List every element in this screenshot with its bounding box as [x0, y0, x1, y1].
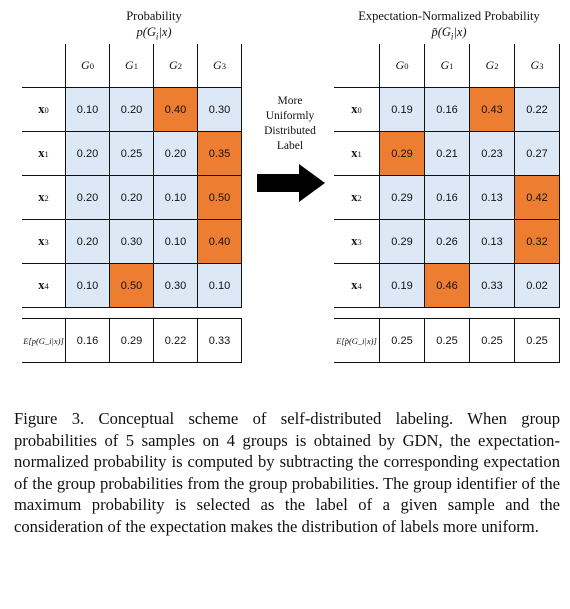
- max-prob-cell: 0.50: [198, 176, 242, 220]
- expectation-top-border: [334, 318, 560, 319]
- expectation-cell: 0.25: [515, 319, 560, 363]
- expectation-cell: 0.25: [425, 319, 470, 363]
- max-prob-cell: 0.50: [110, 264, 154, 308]
- arrow-label-line: Distributed: [264, 125, 316, 137]
- expectation-top-border: [22, 318, 242, 319]
- prob-cell: 0.16: [425, 176, 470, 220]
- prob-cell: 0.20: [110, 88, 154, 132]
- prob-cell: 0.10: [198, 264, 242, 308]
- max-prob-cell: 0.42: [515, 176, 560, 220]
- prob-cell: 0.29: [380, 220, 425, 264]
- prob-cell: 0.10: [66, 264, 110, 308]
- expectation-cell: 0.29: [110, 319, 154, 363]
- prob-cell: 0.13: [470, 220, 515, 264]
- max-prob-cell: 0.29: [380, 132, 425, 176]
- arrow-label-line: Label: [276, 140, 304, 152]
- prob-cell: 0.10: [154, 220, 198, 264]
- expectation-cell: 0.25: [470, 319, 515, 363]
- prob-cell: 0.20: [66, 220, 110, 264]
- left-title-text: Probability: [126, 9, 182, 23]
- left-subtitle: p(Gi|x): [136, 25, 172, 42]
- max-prob-cell: 0.46: [425, 264, 470, 308]
- prob-cell: 0.16: [425, 88, 470, 132]
- expectation-cell: 0.33: [198, 319, 242, 363]
- arrow-label: More Uniformly Distributed Label: [258, 94, 322, 154]
- expectation-cell: 0.16: [66, 319, 110, 363]
- arrow-label-line: Uniformly: [265, 110, 315, 122]
- right-title-text: Expectation-Normalized Probability: [358, 9, 540, 23]
- expectation-label: E[p̃(G_i|x)]: [334, 319, 380, 363]
- prob-cell: 0.25: [110, 132, 154, 176]
- prob-cell: 0.20: [66, 176, 110, 220]
- max-prob-cell: 0.43: [470, 88, 515, 132]
- prob-cell: 0.29: [380, 176, 425, 220]
- max-prob-cell: 0.40: [154, 88, 198, 132]
- prob-cell: 0.30: [198, 88, 242, 132]
- prob-cell: 0.21: [425, 132, 470, 176]
- left-panel-title: Probability p(Gi|x): [66, 8, 242, 45]
- prob-cell: 0.02: [515, 264, 560, 308]
- prob-cell: 0.13: [470, 176, 515, 220]
- prob-cell: 0.23: [470, 132, 515, 176]
- prob-cell: 0.22: [515, 88, 560, 132]
- right-subtitle: p̃(Gi|x): [431, 25, 467, 42]
- right-arrow-icon: [257, 164, 325, 202]
- prob-cell: 0.10: [154, 176, 198, 220]
- prob-cell: 0.30: [154, 264, 198, 308]
- expectation-label: E[p(G_i|x)]: [22, 319, 66, 363]
- expectation-cell: 0.22: [154, 319, 198, 363]
- right-normalized-table: G 0 G 1 G 2 G 3 x 0 0.19 0.16 0.43 0.22 x 1 0.29 0.21 0.23…: [334, 44, 560, 363]
- prob-cell: 0.20: [110, 176, 154, 220]
- table-corner: [22, 44, 66, 88]
- figure-caption: Figure 3. Conceptual scheme of self-dist…: [14, 409, 560, 536]
- arrow-label-line: More: [277, 95, 303, 107]
- max-prob-cell: 0.40: [198, 220, 242, 264]
- prob-cell: 0.19: [380, 88, 425, 132]
- prob-cell: 0.33: [470, 264, 515, 308]
- max-prob-cell: 0.35: [198, 132, 242, 176]
- left-probability-table: G 0 G 1 G 2 G 3 x 0 0.10 0.20 0.40 0.30 x 1 0.20 0.25 0.20…: [22, 44, 242, 363]
- right-panel-title: Expectation-Normalized Probability p̃(Gi…: [334, 8, 564, 45]
- prob-cell: 0.27: [515, 132, 560, 176]
- table-corner: [334, 44, 380, 88]
- prob-cell: 0.10: [66, 88, 110, 132]
- prob-cell: 0.19: [380, 264, 425, 308]
- prob-cell: 0.30: [110, 220, 154, 264]
- prob-cell: 0.26: [425, 220, 470, 264]
- expectation-cell: 0.25: [380, 319, 425, 363]
- prob-cell: 0.20: [154, 132, 198, 176]
- max-prob-cell: 0.32: [515, 220, 560, 264]
- prob-cell: 0.20: [66, 132, 110, 176]
